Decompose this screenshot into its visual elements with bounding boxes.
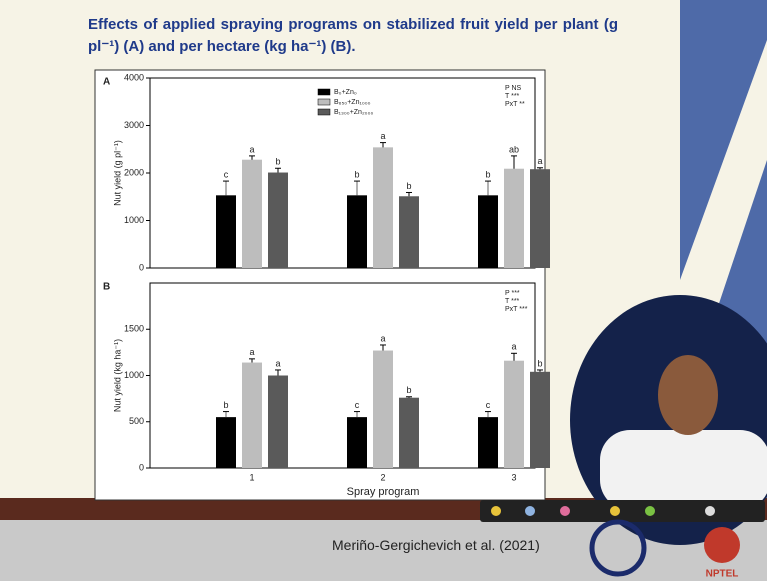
slide: NPTEL A Nut yield (g pl⁻¹) 0 1000 2000 3000 40… [0,0,767,581]
y-tick-label: 4000 [124,72,144,82]
x-tick-label: 1 [249,472,254,482]
panel-label: B [103,282,110,293]
bar [504,169,524,268]
stat-annotation: P NS [505,85,522,92]
y-tick-label: 0 [139,462,144,472]
significance-letter: b [406,181,411,191]
nptel-logo [704,527,740,563]
significance-letter: a [249,144,254,154]
bar [478,195,498,268]
significance-letter: b [275,157,280,167]
bar [373,351,393,468]
significance-letter: b [537,358,542,368]
stat-annotation: PxT ** [505,101,525,108]
significance-letter: b [485,169,490,179]
bar [478,417,498,468]
legend-label: B₀+Zn₀ [334,89,357,96]
bar [347,195,367,268]
legend-swatch [318,109,330,115]
presenter-shirt [600,430,767,510]
bar [530,372,550,468]
bar [242,160,262,268]
bar [530,169,550,268]
legend-label: B₁₃₀₀+Zn₂₀₀₀ [334,109,373,116]
stat-annotation: P *** [505,290,520,297]
significance-letter: a [380,333,385,343]
slide-graphics: NPTEL A Nut yield (g pl⁻¹) 0 1000 2000 3000 40… [0,0,767,581]
bar [242,363,262,468]
bar [347,417,367,468]
significance-letter: c [486,400,491,410]
panel-label: A [103,77,110,88]
y-tick-label: 1000 [124,215,144,225]
tool-icon[interactable] [560,506,570,516]
tool-icon[interactable] [705,506,715,516]
y-axis-label: Nut yield (g pl⁻¹) [112,140,122,206]
x-tick-label: 2 [380,472,385,482]
slide-title: Effects of applied spraying programs on … [88,14,618,58]
figure-frame [95,70,545,500]
legend-label: B₆₅₀+Zn₁₀₀₀ [334,99,371,106]
y-tick-label: 0 [139,262,144,272]
bar [268,173,288,268]
significance-letter: a [275,358,280,368]
y-tick-label: 500 [129,416,144,426]
tool-icon[interactable] [645,506,655,516]
y-tick-label: 1500 [124,324,144,334]
legend-swatch [318,99,330,105]
significance-letter: c [224,169,229,179]
x-tick-label: 3 [511,472,516,482]
logo-text: NPTEL [706,569,739,580]
citation: Meriño-Gergichevich et al. (2021) [332,537,540,553]
y-tick-label: 3000 [124,120,144,130]
significance-letter: ab [509,144,519,154]
bar [373,147,393,268]
y-tick-label: 1000 [124,370,144,380]
toolbar[interactable] [480,500,765,522]
significance-letter: b [223,400,228,410]
bar [399,196,419,268]
tool-icon[interactable] [491,506,501,516]
x-axis-label: Spray program [347,486,420,498]
presenter-head [658,355,718,435]
significance-letter: a [537,156,542,166]
y-axis-label: Nut yield (kg ha⁻¹) [112,339,122,412]
significance-letter: a [511,342,516,352]
bar [399,398,419,468]
bar [268,376,288,469]
tool-icon[interactable] [525,506,535,516]
significance-letter: c [355,400,360,410]
legend-swatch [318,89,330,95]
significance-letter: a [380,131,385,141]
significance-letter: a [249,347,254,357]
stat-annotation: PxT *** [505,306,528,313]
significance-letter: b [406,385,411,395]
bar [216,417,236,468]
stat-annotation: T *** [505,298,520,305]
bar [216,195,236,268]
bar [504,361,524,468]
stat-annotation: T *** [505,93,520,100]
significance-letter: b [354,169,359,179]
y-tick-label: 2000 [124,167,144,177]
tool-icon[interactable] [610,506,620,516]
